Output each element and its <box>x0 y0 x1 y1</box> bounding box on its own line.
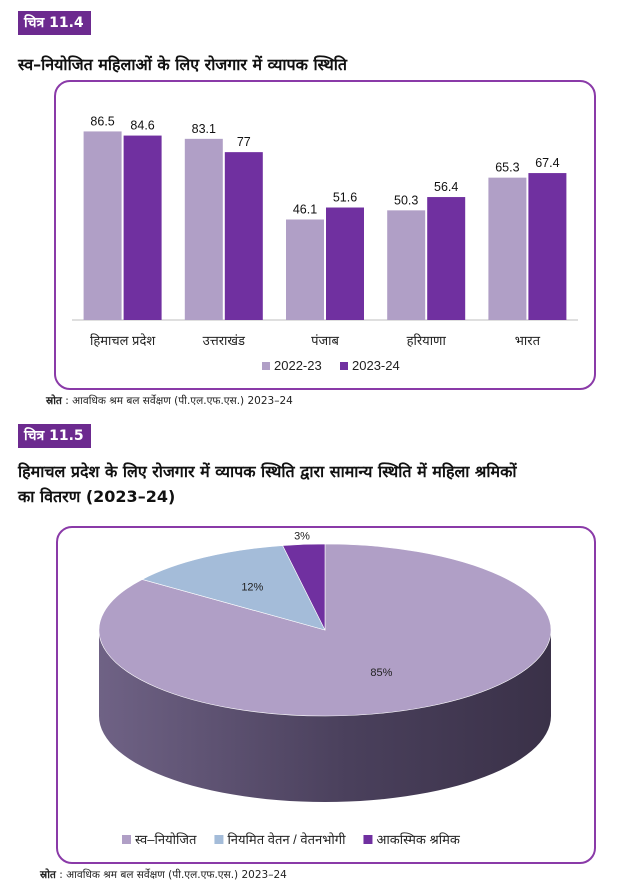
category-label: हरियाणा <box>407 333 447 348</box>
data-label: 86.5 <box>90 114 114 128</box>
slice-label: 85% <box>370 667 392 679</box>
bar <box>286 219 324 320</box>
legend-label: 2023-24 <box>352 358 400 373</box>
figure-tag: चित्र 11.4 <box>18 11 91 35</box>
source-note: स्रोत : आवधिक श्रम बल सर्वेक्षण (पी.एल.ए… <box>46 394 293 408</box>
category-label: पंजाब <box>311 333 339 348</box>
legend-swatch <box>262 362 270 370</box>
data-label: 46.1 <box>293 203 317 217</box>
bar <box>326 207 364 320</box>
bar <box>427 197 466 320</box>
bar-chart: 86.5 84.6 हिमाचल प्रदेश 83.1 77 उत्तराखंड 46.1… <box>72 114 578 373</box>
category-label: भारत <box>515 333 541 348</box>
bar <box>83 131 122 320</box>
legend-swatch <box>122 835 131 844</box>
bar <box>387 210 426 320</box>
data-label: 83.1 <box>192 122 216 136</box>
source-text: : आवधिक श्रम बल सर्वेक्षण (पी.एल.एफ.एस.)… <box>59 869 287 881</box>
legend-swatch <box>340 362 348 370</box>
figure-title: स्व–नियोजित महिलाओं के लिए रोजगार में व्… <box>18 55 348 74</box>
pie-slice <box>141 545 326 631</box>
data-label: 65.3 <box>495 161 519 175</box>
bar <box>488 177 527 320</box>
bar <box>224 152 263 320</box>
slice-label: 12% <box>241 581 263 593</box>
data-label: 50.3 <box>394 193 418 207</box>
pie-chart: 85% 12% 3% स्व–नियोजित नियमित वेतन / वेतनभोग… <box>98 531 552 847</box>
data-label: 51.6 <box>333 191 357 205</box>
source-text: : आवधिक श्रम बल सर्वेक्षण (पी.एल.एफ.एस.)… <box>65 395 293 407</box>
legend-label: स्व–नियोजित <box>135 832 197 847</box>
source-label: स्रोत <box>46 395 62 407</box>
data-label: 84.6 <box>130 119 154 133</box>
bar-chart-frame: 86.5 84.6 हिमाचल प्रदेश 83.1 77 उत्तराखंड 46.1… <box>54 80 596 390</box>
slice-label: 3% <box>294 531 310 543</box>
pie-chart-frame: 85% 12% 3% स्व–नियोजित नियमित वेतन / वेतनभोग… <box>56 526 596 864</box>
data-label: 77 <box>237 135 251 149</box>
legend-swatch <box>363 835 373 844</box>
category-label: हिमाचल प्रदेश <box>90 333 156 348</box>
source-note: स्रोत : आवधिक श्रम बल सर्वेक्षण (पी.एल.ए… <box>40 868 287 882</box>
bar <box>528 173 567 320</box>
figure-title-line2: का वितरण (2023–24) <box>18 487 176 506</box>
pie-slice <box>282 543 326 631</box>
legend-label: 2022-23 <box>274 358 322 373</box>
figure-title: हिमाचल प्रदेश के लिए रोजगार में व्यापक स… <box>18 462 517 481</box>
bar <box>123 135 162 320</box>
category-label: उत्तराखंड <box>203 333 246 348</box>
source-label: स्रोत <box>40 869 56 881</box>
figure-tag: चित्र 11.5 <box>18 424 91 448</box>
legend-label: नियमित वेतन / वेतनभोगी <box>227 832 346 847</box>
data-label: 67.4 <box>535 156 559 170</box>
legend-swatch <box>214 835 224 844</box>
legend-label: आकस्मिक श्रमिक <box>376 832 460 847</box>
bar <box>184 138 223 320</box>
data-label: 56.4 <box>434 180 458 194</box>
